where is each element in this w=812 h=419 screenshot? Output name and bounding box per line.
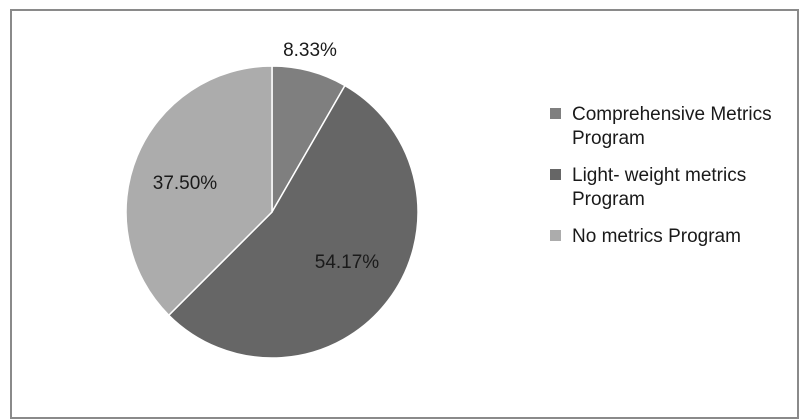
data-label-no-metrics: 37.50% bbox=[153, 173, 218, 194]
pie-slice-no-metrics bbox=[125, 65, 273, 317]
legend-swatch-light-weight bbox=[550, 169, 561, 180]
legend-label-light-weight: Light- weight metrics Program bbox=[572, 165, 747, 210]
data-label-comprehensive: 8.33% bbox=[283, 40, 337, 61]
legend: Comprehensive Metrics Program Light- wei… bbox=[550, 103, 808, 262]
legend-swatch-no-metrics bbox=[550, 230, 561, 241]
legend-label-comprehensive: Comprehensive Metrics Program bbox=[572, 104, 772, 149]
data-label-light-weight: 54.17% bbox=[315, 252, 380, 273]
legend-item-light-weight: Light- weight metrics Program bbox=[550, 164, 808, 212]
legend-item-comprehensive: Comprehensive Metrics Program bbox=[550, 103, 808, 151]
legend-label-no-metrics: No metrics Program bbox=[572, 226, 741, 247]
pie-chart: 8.33% 54.17% 37.50% bbox=[125, 40, 419, 359]
pie-slice-light-weight bbox=[167, 84, 419, 359]
legend-swatch-comprehensive bbox=[550, 108, 561, 119]
legend-item-no-metrics: No metrics Program bbox=[550, 225, 808, 249]
